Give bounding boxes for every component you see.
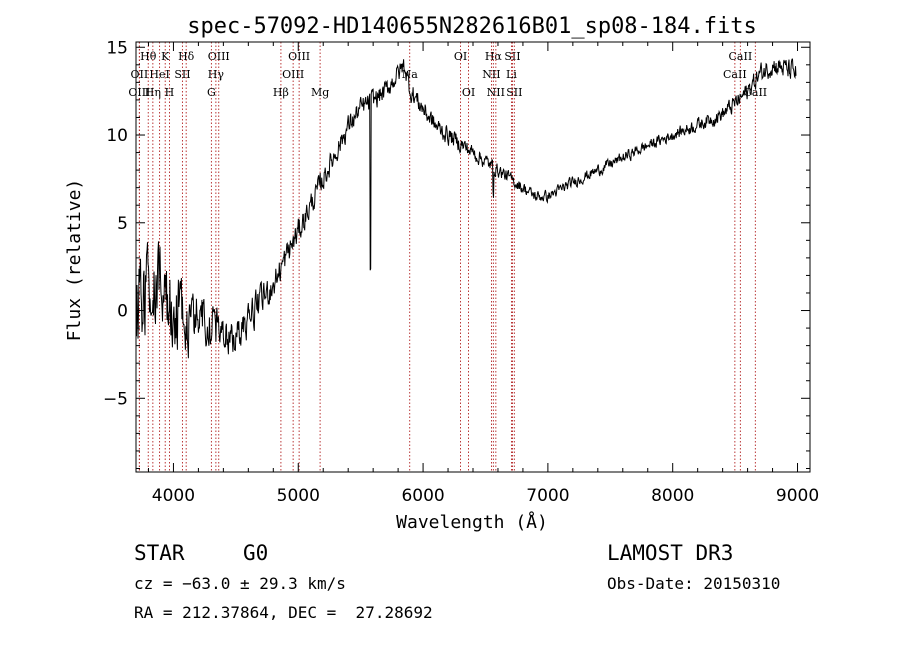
- y-tick-label: 0: [117, 302, 128, 322]
- object-class: STAR: [134, 541, 185, 565]
- x-tick-label: 9000: [776, 486, 819, 506]
- spectral-line-label: H: [165, 86, 175, 99]
- y-tick-label: 15: [106, 38, 128, 58]
- spectral-line-label: CaII: [723, 68, 747, 81]
- spectral-line-label: Hα: [485, 50, 503, 63]
- spectral-line-label: OI: [454, 50, 467, 63]
- y-tick-label: −5: [103, 389, 128, 409]
- x-tick-label: 5000: [277, 486, 320, 506]
- spectral-line-label: NII: [487, 86, 505, 99]
- coordinates-readout: RA = 212.37864, DEC = 27.28692: [134, 603, 433, 622]
- object-subclass: G0: [243, 541, 269, 565]
- redshift-readout: cz = −63.0 ± 29.3 km/s: [134, 574, 346, 593]
- spectral-line-label: SII: [174, 68, 190, 81]
- spectral-line-label: SII: [506, 86, 522, 99]
- spectral-line-label: Mg: [311, 86, 329, 99]
- spectral-line-label: Li: [506, 68, 517, 81]
- survey-name: LAMOST DR3: [607, 541, 734, 565]
- spectral-line-label: OIII: [128, 86, 150, 99]
- spectral-line-label: G: [207, 86, 216, 99]
- x-tick-label: 8000: [651, 486, 694, 506]
- spectral-line-label: Hβ: [273, 86, 289, 99]
- x-tick-label: 7000: [526, 486, 569, 506]
- spectral-line-label: Hδ: [178, 50, 195, 63]
- y-tick-label: 5: [117, 214, 128, 234]
- x-axis-label: Wavelength (Å): [396, 511, 548, 533]
- spectral-line-label: OIII: [288, 50, 310, 63]
- spectral-line-label: CaII: [729, 50, 753, 63]
- x-tick-label: 4000: [152, 486, 195, 506]
- spectrum-series: [135, 58, 797, 359]
- spectral-line-label: HeI: [149, 68, 169, 81]
- plot-border: [135, 41, 811, 473]
- spectral-line-label: NII: [482, 68, 500, 81]
- axis-ticks: 4000 5000 6000 7000 8000 9000 −5 0 5 10 15: [103, 38, 819, 506]
- observation-date: Obs-Date: 20150310: [607, 574, 781, 593]
- spectral-line-label: K: [161, 50, 170, 63]
- spectral-line-label: SII: [504, 50, 520, 63]
- spectral-line-label: Hθ: [140, 50, 157, 63]
- y-tick-label: 10: [106, 126, 128, 146]
- x-tick-label: 6000: [401, 486, 444, 506]
- plot-frame: [135, 41, 811, 473]
- spectral-line-label: Hγ: [208, 68, 225, 81]
- y-axis-label: Flux (relative): [64, 179, 85, 342]
- spectral-line-label: OIII: [282, 68, 304, 81]
- spectral-line-label: Hη: [145, 86, 161, 99]
- chart-title: spec-57092-HD140655N282616B01_sp08-184.f…: [187, 14, 757, 39]
- spectral-line-label: OIII: [208, 50, 230, 63]
- spectral-line-label: OI: [462, 86, 475, 99]
